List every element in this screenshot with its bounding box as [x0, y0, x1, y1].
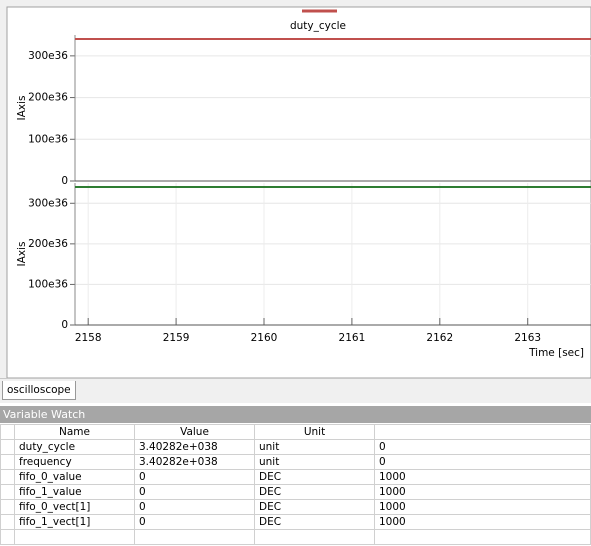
y-tick-label: 100e36	[28, 278, 68, 290]
row-header	[0, 484, 15, 500]
plot-panel	[6, 6, 591, 378]
x-tick-label: 2159	[163, 332, 190, 344]
cell: 3.40282e+038	[134, 439, 255, 455]
y-axis-label: IAxis	[16, 242, 28, 267]
row[interactable]: fifo_1_value 0 DEC 1000	[0, 484, 591, 500]
y-axis-label: IAxis	[16, 96, 28, 121]
cell: 0	[134, 499, 255, 515]
cell: fifo_0_value	[14, 469, 135, 485]
column-header: Name	[14, 424, 135, 440]
cell: 3.40282e+038	[134, 454, 255, 470]
cell: 0	[374, 454, 591, 470]
y-tick-label: 0	[61, 175, 68, 187]
row[interactable]: fifo_0_value 0 DEC 1000	[0, 469, 591, 485]
empty-row	[0, 529, 591, 545]
cell: 1000	[374, 484, 591, 500]
column-header: Unit	[254, 424, 375, 440]
cell: unit	[254, 439, 375, 455]
x-axis-label: Time [sec]	[528, 347, 584, 359]
x-tick-label: 2161	[339, 332, 366, 344]
cell: 1000	[374, 514, 591, 530]
y-tick-label: 100e36	[28, 133, 68, 145]
tab-bar: oscilloscope	[0, 378, 591, 403]
cell: 0	[134, 484, 255, 500]
y-tick-label: 0	[61, 319, 68, 331]
row-header	[0, 499, 15, 515]
cell	[254, 529, 375, 545]
row-header	[0, 439, 15, 455]
cell	[0, 529, 15, 545]
y-tick-label: 300e36	[28, 50, 68, 62]
row-header	[0, 469, 15, 485]
cell: frequency	[14, 454, 135, 470]
cell: unit	[254, 454, 375, 470]
cell: fifo_0_vect[1]	[14, 499, 135, 515]
cell: 0	[374, 439, 591, 455]
cell: 0	[134, 514, 255, 530]
cell	[14, 529, 135, 545]
y-tick-label: 300e36	[28, 197, 68, 209]
header-row: Name Value Unit	[0, 424, 591, 440]
legend-label: duty_cycle	[290, 20, 346, 32]
cell: 1000	[374, 499, 591, 515]
x-tick-label: 2162	[426, 332, 453, 344]
row[interactable]: fifo_0_vect[1] 0 DEC 1000	[0, 499, 591, 515]
cell: DEC	[254, 499, 375, 515]
cell: duty_cycle	[14, 439, 135, 455]
column-header	[374, 424, 591, 440]
x-tick-label: 2163	[514, 332, 541, 344]
cell: fifo_1_value	[14, 484, 135, 500]
row-header	[0, 514, 15, 530]
variable-watch-table: Name Value Unit duty_cycle 3.40282e+038 unit…	[0, 424, 591, 545]
cell	[374, 529, 591, 545]
panel-title: Variable Watch	[0, 406, 591, 423]
cell: fifo_1_vect[1]	[14, 514, 135, 530]
cell: DEC	[254, 469, 375, 485]
y-tick-label: 200e36	[28, 238, 68, 250]
cell: 0	[134, 469, 255, 485]
cell	[134, 529, 255, 545]
corner	[0, 424, 15, 440]
row-header	[0, 454, 15, 470]
x-tick-label: 2158	[75, 332, 102, 344]
oscilloscope-view: 0 100e36 200e36 300e36 IAxis duty_cycle 0 100e3…	[0, 0, 591, 378]
row[interactable]: frequency 3.40282e+038 unit 0	[0, 454, 591, 470]
row[interactable]: fifo_1_vect[1] 0 DEC 1000	[0, 514, 591, 530]
cell: DEC	[254, 514, 375, 530]
y-tick-label: 200e36	[28, 92, 68, 104]
column-header: Value	[134, 424, 255, 440]
row[interactable]: duty_cycle 3.40282e+038 unit 0	[0, 439, 591, 455]
tab[interactable]: oscilloscope	[2, 381, 76, 400]
x-tick-label: 2160	[251, 332, 278, 344]
cell: 1000	[374, 469, 591, 485]
cell: DEC	[254, 484, 375, 500]
